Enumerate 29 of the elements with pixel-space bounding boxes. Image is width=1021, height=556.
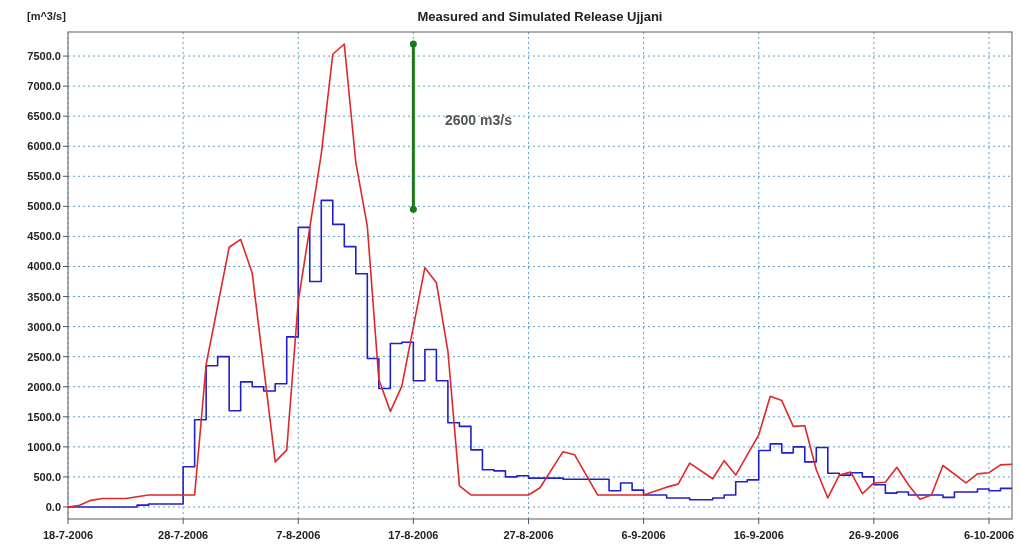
- y-tick-label: 5000.0: [27, 200, 61, 213]
- y-tick-label: 6000.0: [27, 140, 61, 153]
- y-tick-label: 500.0: [33, 470, 61, 483]
- x-tick-label: 16-9-2006: [733, 529, 784, 541]
- y-axis-title: [m^3/s]: [27, 10, 67, 22]
- y-tick-label: 3500.0: [27, 290, 61, 303]
- x-tick-label: 17-8-2006: [388, 529, 439, 541]
- x-tick-label: 6-10-2006: [963, 529, 1015, 541]
- y-tick-label: 7000.0: [27, 80, 61, 93]
- x-tick-label: 27-8-2006: [503, 529, 554, 541]
- y-tick-label: 5500.0: [27, 170, 61, 183]
- line-series: [67, 43, 1013, 508]
- y-tick-label: 1500.0: [27, 410, 61, 423]
- y-tick-label: 1000.0: [27, 440, 61, 453]
- x-tick-label: 7-8-2006: [276, 529, 321, 541]
- y-tick-label: 4000.0: [27, 260, 61, 273]
- y-tick-label: 2000.0: [27, 380, 61, 393]
- y-tick-label: 0.0: [45, 500, 61, 513]
- x-tick-label: 6-9-2006: [621, 529, 666, 541]
- x-tick-label: 18-7-2006: [42, 529, 94, 541]
- y-tick-label: 2500.0: [27, 350, 61, 363]
- y-tick-label: 6500.0: [27, 110, 61, 123]
- chart-title: Measured and Simulated Release Ujjani: [417, 9, 663, 24]
- annotation: 2600 m3/s: [445, 111, 513, 128]
- y-tick-label: 7500.0: [27, 50, 61, 63]
- x-tick-label: 28-7-2006: [158, 529, 209, 541]
- x-tick-label: 26-9-2006: [848, 529, 899, 541]
- y-tick-label: 4500.0: [27, 230, 61, 243]
- y-tick-label: 3000.0: [27, 320, 61, 333]
